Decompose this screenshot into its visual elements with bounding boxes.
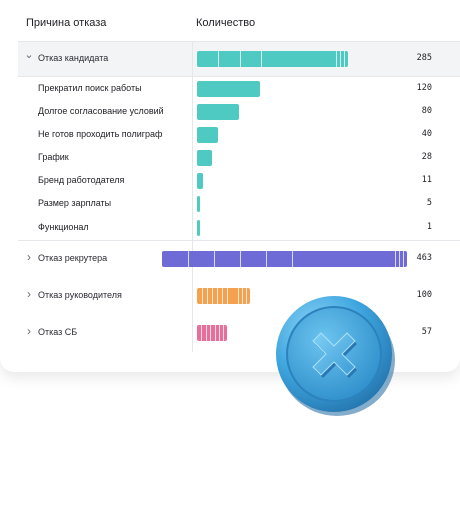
- close-x-icon: [312, 332, 357, 378]
- row-label: Отказ руководителя: [38, 290, 122, 300]
- count-bar: [197, 104, 239, 120]
- group-row[interactable]: ⌄ Отказ кандидата 285: [0, 49, 460, 71]
- bar-segment: [210, 325, 211, 341]
- chevron-right-icon[interactable]: ›: [27, 250, 31, 264]
- row-label: Долгое согласование условий: [38, 106, 164, 116]
- bar-segment: [212, 288, 213, 304]
- column-divider: [192, 41, 193, 352]
- reason-row: Функционал 1: [0, 218, 460, 240]
- reason-row: Прекратил поиск работы 120: [0, 79, 460, 101]
- bar-segment: [399, 251, 400, 267]
- chevron-right-icon[interactable]: ›: [27, 287, 31, 301]
- reason-column-header: Причина отказа: [26, 17, 107, 29]
- row-count: 463: [416, 253, 432, 263]
- row-label: Отказ кандидата: [38, 53, 109, 63]
- bar-segment: [261, 51, 262, 67]
- row-count: 100: [416, 290, 432, 300]
- count-bar: [197, 81, 260, 97]
- bar-segment: [340, 51, 341, 67]
- row-count: 5: [426, 198, 432, 208]
- count-bar: [197, 127, 218, 143]
- row-label: Не готов проходить полиграф: [38, 129, 163, 139]
- row-label: Функционал: [38, 222, 89, 232]
- count-bar: [162, 251, 407, 267]
- rejection-reasons-card: Причина отказа Количество ⌄ Отказ кандида…: [0, 17, 460, 352]
- bar-segment: [403, 251, 404, 267]
- bar-segment: [222, 288, 223, 304]
- reason-row: Не готов проходить полиграф 40: [0, 125, 460, 147]
- bar-segment: [240, 251, 241, 267]
- count-bar: [197, 173, 203, 189]
- row-label: Отказ СБ: [38, 327, 78, 337]
- count-bar: [197, 220, 200, 236]
- count-column-header: Количество: [196, 17, 256, 29]
- bar-segment: [214, 251, 215, 267]
- group-row[interactable]: › Отказ рекрутера 463: [0, 249, 460, 271]
- row-label: График: [38, 152, 69, 162]
- row-count: 28: [421, 152, 432, 162]
- bar-segment: [206, 325, 207, 341]
- row-count: 11: [421, 175, 432, 185]
- reason-row: Размер зарплаты 5: [0, 194, 460, 216]
- bar-segment: [201, 325, 202, 341]
- row-label: Бренд работодателя: [38, 175, 125, 185]
- row-count: 80: [421, 106, 432, 116]
- reason-row: Бренд работодателя 11: [0, 171, 460, 193]
- bar-segment: [227, 288, 228, 304]
- row-count: 1: [426, 222, 432, 232]
- row-count: 40: [421, 129, 432, 139]
- row-count: 120: [416, 83, 432, 93]
- count-bar: [197, 51, 348, 67]
- bar-segment: [219, 325, 220, 341]
- bar-segment: [217, 288, 218, 304]
- row-label: Отказ рекрутера: [38, 253, 108, 263]
- bar-segment: [238, 288, 239, 304]
- reason-row: График 28: [0, 148, 460, 170]
- bar-segment: [207, 288, 208, 304]
- row-label: Размер зарплаты: [38, 198, 112, 208]
- bar-segment: [202, 288, 203, 304]
- group-row[interactable]: › Отказ руководителя 100: [0, 286, 460, 308]
- row-count: 57: [421, 327, 432, 337]
- bar-segment: [336, 51, 337, 67]
- reject-badge: [276, 296, 395, 416]
- group-row[interactable]: › Отказ СБ 57: [0, 323, 460, 345]
- bar-segment: [215, 325, 216, 341]
- bar-segment: [218, 51, 219, 67]
- bar-segment: [188, 251, 189, 267]
- row-divider: [18, 240, 460, 241]
- bar-segment: [240, 51, 241, 67]
- bar-segment: [223, 325, 224, 341]
- count-bar: [197, 196, 200, 212]
- count-bar: [197, 325, 227, 341]
- row-count: 285: [416, 53, 432, 63]
- bar-segment: [292, 251, 293, 267]
- count-bar: [197, 288, 250, 304]
- chevron-down-icon[interactable]: ⌄: [24, 49, 34, 61]
- bar-segment: [395, 251, 396, 267]
- chevron-right-icon[interactable]: ›: [27, 324, 31, 338]
- row-label: Прекратил поиск работы: [38, 83, 142, 93]
- bar-segment: [246, 288, 247, 304]
- reason-row: Долгое согласование условий 80: [0, 102, 460, 124]
- bar-segment: [242, 288, 243, 304]
- bar-segment: [266, 251, 267, 267]
- bar-segment: [344, 51, 345, 67]
- count-bar: [197, 150, 212, 166]
